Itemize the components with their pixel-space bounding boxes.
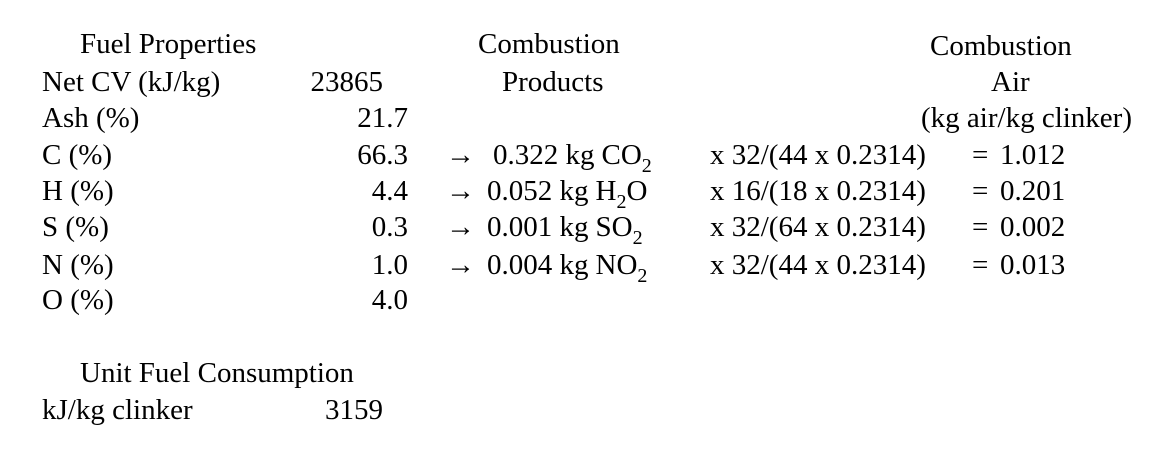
expression: x 32/(44 x 0.2314) — [710, 249, 926, 281]
arrow: → — [446, 175, 475, 207]
property-value: 4.0 — [371, 284, 408, 316]
property-value: 4.4 — [371, 175, 408, 207]
formula-part: CO — [601, 139, 642, 171]
property-value: 0.3 — [371, 211, 408, 243]
air-value: 0.201 — [1000, 175, 1066, 207]
air-value: 0.013 — [1000, 249, 1066, 281]
product: 0.001 kg SO2 — [487, 209, 643, 249]
formula-part: O — [626, 175, 648, 207]
equals: = — [972, 175, 989, 207]
section-title: (kg air/kg clinker) — [921, 102, 1132, 134]
consumption-label: kJ/kg clinker — [42, 394, 193, 426]
expression: x 32/(64 x 0.2314) — [710, 211, 926, 243]
air-value: 1.012 — [1000, 139, 1066, 171]
formula: CO2 — [601, 139, 652, 177]
property-label: Net CV (kJ/kg) — [42, 66, 221, 98]
air-value: 0.002 — [1000, 211, 1066, 243]
subscript: 2 — [616, 191, 627, 213]
property-label: C (%) — [42, 139, 113, 171]
formula: H2O — [595, 175, 648, 213]
product: 0.004 kg NO2 — [487, 247, 648, 287]
property-label: Ash (%) — [42, 102, 140, 134]
equals: = — [972, 139, 989, 171]
equals: = — [972, 211, 989, 243]
product: 0.322 kg CO2 — [493, 137, 652, 177]
amount: 0.001 kg — [487, 211, 589, 243]
property-value: 1.0 — [371, 249, 408, 281]
amount: 0.052 kg — [487, 175, 589, 207]
property-label: H (%) — [42, 175, 114, 207]
subscript: 2 — [637, 265, 648, 287]
property-value: 23865 — [310, 66, 384, 98]
arrow: → — [446, 139, 475, 171]
formula-part: SO — [595, 211, 633, 243]
property-label: S (%) — [42, 211, 109, 243]
section-title: Unit Fuel Consumption — [80, 357, 354, 389]
section-title: Products — [502, 66, 604, 98]
property-label: N (%) — [42, 249, 114, 281]
property-label: O (%) — [42, 284, 114, 316]
subscript: 2 — [632, 227, 643, 249]
subscript: 2 — [641, 155, 652, 177]
equals: = — [972, 249, 989, 281]
amount: 0.322 kg — [493, 139, 595, 171]
product: 0.052 kg H2O — [487, 173, 648, 213]
property-value: 66.3 — [357, 139, 408, 171]
formula-part: H — [595, 175, 617, 207]
formula-part: NO — [595, 249, 638, 281]
property-value: 21.7 — [357, 102, 408, 134]
expression: x 32/(44 x 0.2314) — [710, 139, 926, 171]
amount: 0.004 kg — [487, 249, 589, 281]
expression: x 16/(18 x 0.2314) — [710, 175, 926, 207]
section-title: Combustion — [478, 28, 620, 60]
formula: SO2 — [595, 211, 643, 249]
arrow: → — [446, 249, 475, 281]
formula: NO2 — [595, 249, 648, 287]
section-title: Combustion — [930, 30, 1072, 62]
section-title: Air — [991, 66, 1030, 98]
consumption-value: 3159 — [325, 394, 383, 426]
arrow: → — [446, 211, 475, 243]
section-title: Fuel Properties — [80, 28, 257, 60]
